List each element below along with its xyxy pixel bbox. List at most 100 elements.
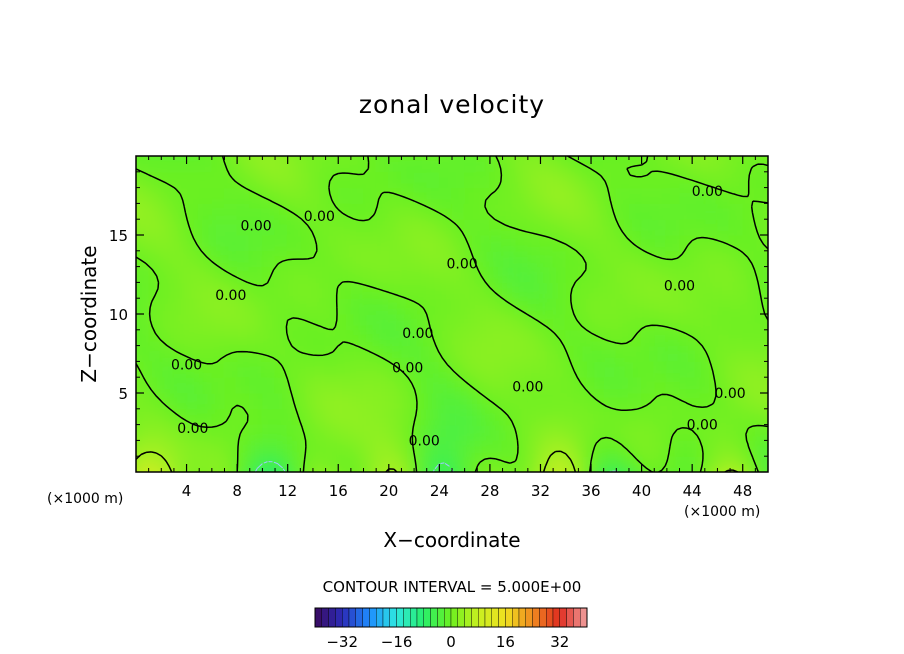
field-cell bbox=[577, 234, 592, 252]
x-tick-label: 36 bbox=[581, 482, 600, 500]
field-cell bbox=[691, 424, 706, 441]
field-cell bbox=[198, 281, 213, 299]
field-cell bbox=[476, 250, 491, 268]
field-cell bbox=[287, 329, 301, 347]
field-cell bbox=[299, 266, 314, 283]
field-cell bbox=[312, 297, 327, 315]
field-cell bbox=[160, 392, 175, 410]
field-cell bbox=[679, 171, 693, 189]
field-cell bbox=[742, 313, 756, 331]
field-cell bbox=[767, 424, 768, 441]
contour-label: 0.00 bbox=[171, 358, 202, 374]
field-cell bbox=[615, 187, 630, 204]
field-cell bbox=[716, 455, 731, 472]
field-cell bbox=[603, 455, 617, 472]
field-cell bbox=[691, 439, 706, 457]
field-cell bbox=[476, 329, 491, 347]
field-cell bbox=[603, 376, 617, 394]
field-cell bbox=[236, 202, 251, 220]
field-cell bbox=[261, 234, 276, 252]
field-cell bbox=[312, 360, 327, 378]
field-cell bbox=[312, 439, 327, 457]
x-tick-label: 40 bbox=[632, 482, 651, 500]
field-cell bbox=[350, 156, 365, 157]
field-cell bbox=[489, 281, 504, 299]
field-cell bbox=[767, 234, 768, 252]
field-cell bbox=[552, 360, 567, 378]
field-cell bbox=[186, 297, 200, 315]
field-cell bbox=[615, 250, 630, 268]
field-cell bbox=[464, 171, 478, 189]
plot-area: 0.00 0.00 0.00 0.00 0.00 0.00 0.00 0.00 0.00 0.00… bbox=[135, 155, 769, 473]
field-cell bbox=[704, 250, 718, 268]
field-cell bbox=[552, 156, 567, 157]
field-cell bbox=[464, 202, 478, 220]
field-cell bbox=[350, 297, 365, 315]
field-cell bbox=[767, 471, 768, 472]
field-cell bbox=[641, 156, 655, 173]
field-cell bbox=[375, 250, 390, 268]
contour-label: 0.00 bbox=[409, 433, 440, 449]
field-cell bbox=[691, 187, 706, 204]
field-cell bbox=[413, 313, 428, 331]
field-cell bbox=[413, 156, 428, 173]
field-cell bbox=[539, 266, 554, 283]
field-cell bbox=[299, 408, 314, 426]
field-cell bbox=[211, 250, 225, 268]
field-cell bbox=[464, 297, 478, 315]
field-cell bbox=[716, 408, 731, 426]
field-cell bbox=[350, 439, 365, 457]
field-cell bbox=[666, 471, 681, 472]
field-cell bbox=[287, 439, 301, 457]
x-axis-unit-right: (×1000 m) bbox=[684, 504, 760, 520]
field-cell bbox=[679, 266, 693, 283]
field-cell bbox=[148, 187, 162, 204]
field-cell bbox=[451, 171, 466, 189]
field-cell bbox=[236, 156, 251, 173]
field-cell bbox=[400, 408, 415, 426]
field-cell bbox=[615, 202, 630, 220]
field-cell bbox=[577, 218, 592, 236]
field-cell bbox=[274, 202, 289, 220]
colorbar-frame bbox=[314, 607, 588, 628]
field-cell bbox=[363, 171, 377, 189]
field-cell bbox=[337, 424, 352, 441]
field-cell bbox=[438, 439, 453, 457]
field-cell bbox=[552, 297, 567, 315]
field-cell bbox=[223, 234, 238, 252]
field-cell bbox=[136, 234, 150, 252]
field-cell bbox=[249, 234, 263, 252]
contour-label: 0.00 bbox=[714, 386, 745, 402]
field-cell bbox=[438, 376, 453, 394]
colorbar-cell bbox=[416, 607, 425, 628]
colorbar-cell bbox=[450, 607, 459, 628]
field-cell bbox=[502, 392, 516, 410]
x-axis-label: X−coordinate bbox=[383, 528, 520, 552]
field-cell bbox=[476, 392, 491, 410]
field-cell bbox=[350, 471, 365, 472]
field-cell bbox=[742, 266, 756, 283]
field-cell bbox=[590, 424, 605, 441]
field-cell bbox=[274, 439, 289, 457]
field-cell bbox=[426, 156, 440, 173]
field-cell bbox=[729, 345, 744, 362]
field-cell bbox=[287, 345, 301, 362]
field-cell bbox=[451, 329, 466, 347]
field-cell bbox=[679, 313, 693, 331]
field-cell bbox=[236, 392, 251, 410]
field-cell bbox=[426, 455, 440, 472]
colorbar-cell bbox=[369, 607, 377, 628]
colorbar-cell bbox=[478, 607, 486, 628]
field-cell bbox=[754, 424, 768, 441]
field-cell bbox=[476, 376, 491, 394]
field-cell bbox=[350, 187, 365, 204]
field-cell bbox=[729, 329, 744, 347]
field-cell bbox=[198, 156, 213, 157]
field-cell bbox=[236, 313, 251, 331]
field-cell bbox=[223, 424, 238, 441]
field-cell bbox=[438, 156, 453, 157]
colorbar-cell bbox=[498, 607, 506, 628]
field-cell bbox=[476, 408, 491, 426]
field-cell bbox=[539, 156, 554, 157]
field-cell bbox=[653, 424, 668, 441]
